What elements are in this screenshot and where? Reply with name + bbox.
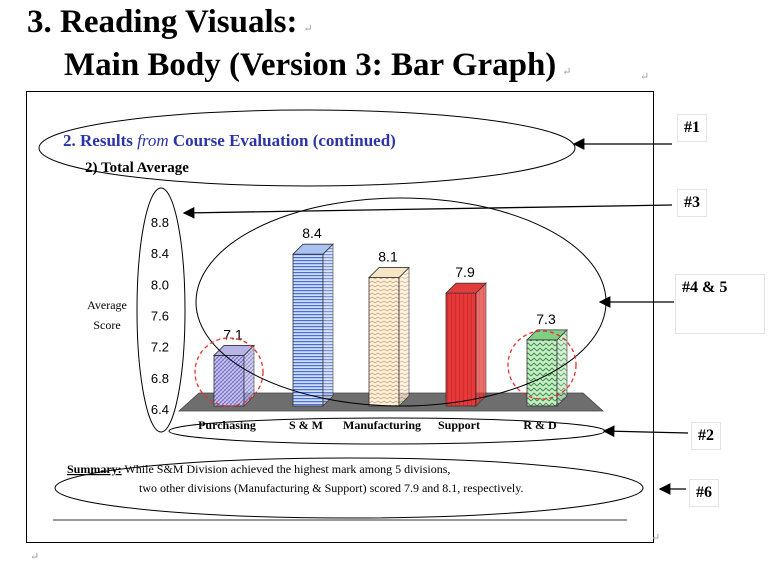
bar-top bbox=[526, 329, 568, 341]
y-axis-ellipse bbox=[136, 187, 186, 433]
category-label: S & M bbox=[289, 418, 323, 432]
highlight-circle-purchasing bbox=[194, 337, 264, 407]
data-label: 7.9 bbox=[455, 264, 475, 280]
y-axis-title-line1: Average bbox=[87, 298, 127, 312]
y-tick-label: 7.2 bbox=[151, 340, 169, 355]
bar-3 bbox=[445, 282, 487, 407]
callout-6: #6 bbox=[690, 480, 718, 506]
callout-2: #2 bbox=[692, 423, 720, 449]
bar-1 bbox=[292, 243, 334, 407]
data-label: 7.1 bbox=[223, 326, 243, 342]
bar-0 bbox=[213, 344, 255, 407]
bar-top bbox=[292, 243, 334, 255]
bar-4 bbox=[526, 328, 568, 407]
bar-front bbox=[526, 339, 558, 407]
return-mark-icon: ↵ bbox=[640, 71, 649, 83]
data-label: 8.1 bbox=[378, 249, 398, 265]
bar-top bbox=[445, 282, 487, 294]
slide-title-line1: 3. Reading Visuals: ↵ bbox=[27, 4, 313, 40]
category-label: Manufacturing bbox=[343, 418, 421, 432]
figure-frame: 2. Results from Course Evaluation (conti… bbox=[26, 91, 654, 543]
slide-title-line2: Main Body (Version 3: Bar Graph) ↵ bbox=[64, 47, 572, 83]
return-mark-icon: ↵ bbox=[303, 23, 313, 35]
arrow-3 bbox=[182, 204, 673, 219]
callout-1: #1 bbox=[678, 115, 706, 141]
y-tick-label: 8.4 bbox=[151, 246, 169, 261]
y-tick-label: 8.8 bbox=[151, 215, 169, 230]
return-mark-icon: ↵ bbox=[651, 532, 660, 544]
figure-heading: 2. Results from Course Evaluation (conti… bbox=[63, 131, 396, 150]
return-mark-icon: ↵ bbox=[30, 551, 39, 561]
category-label: Support bbox=[438, 418, 480, 432]
y-axis-title-line2: Score bbox=[93, 318, 120, 332]
y-tick-label: 7.6 bbox=[151, 309, 169, 324]
data-label: 7.3 bbox=[536, 311, 556, 327]
arrow-2 bbox=[602, 425, 689, 438]
figure-subheading: 2) Total Average bbox=[85, 160, 189, 176]
summary-ellipse bbox=[54, 457, 644, 519]
bar-top bbox=[368, 267, 410, 278]
highlight-circle-rd bbox=[507, 330, 577, 400]
y-tick-label: 6.4 bbox=[151, 402, 169, 417]
bar-front bbox=[445, 292, 477, 407]
return-mark-icon: ↵ bbox=[562, 66, 572, 78]
callout-4-5: #4 & 5 bbox=[676, 275, 764, 333]
bar-chart: 2. Results from Course Evaluation (conti… bbox=[38, 109, 644, 521]
y-tick-label: 6.8 bbox=[151, 371, 169, 386]
bar-top bbox=[213, 345, 255, 356]
summary-text-line2: two other divisions (Manufacturing & Sup… bbox=[139, 481, 523, 495]
y-tick-label: 8.0 bbox=[151, 277, 169, 292]
callout-3: #3 bbox=[678, 190, 706, 216]
summary-text-line1: Summary: While S&M Division achieved the… bbox=[67, 462, 450, 476]
data-label: 8.4 bbox=[302, 225, 322, 241]
bar-2 bbox=[368, 266, 410, 407]
